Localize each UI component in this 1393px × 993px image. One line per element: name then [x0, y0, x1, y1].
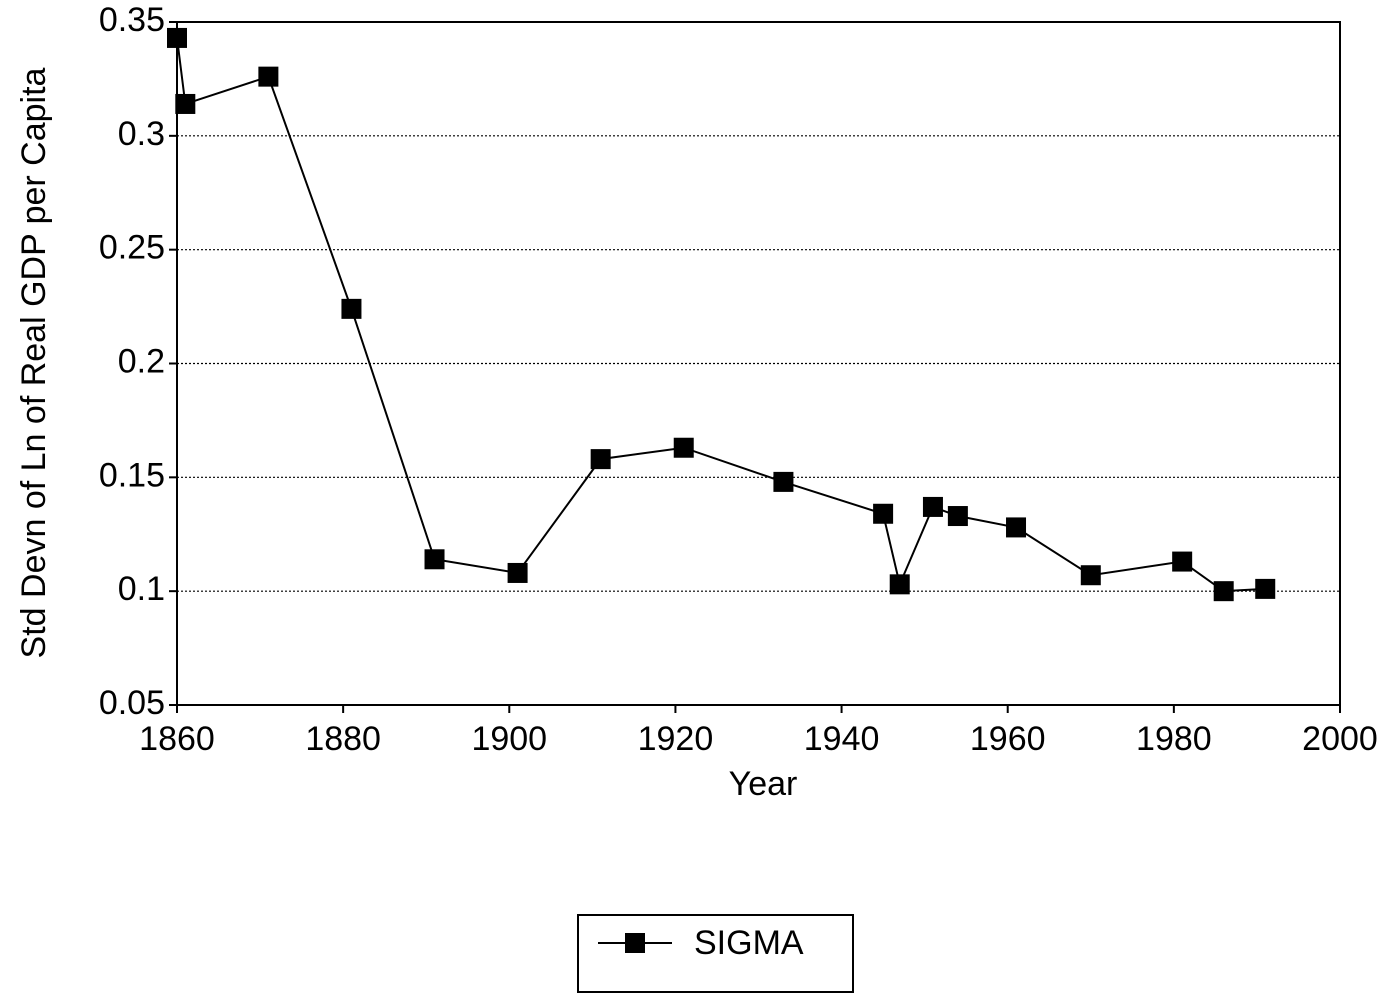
y-axis-label: Std Devn of Ln of Real GDP per Capita — [15, 67, 53, 658]
marker — [1255, 578, 1276, 599]
marker — [424, 549, 445, 570]
marker — [1006, 517, 1027, 538]
series-line — [176, 37, 1266, 593]
y-tick-label: 0.2 — [118, 342, 165, 380]
x-tick-label: 1900 — [471, 720, 547, 758]
plot-frame — [176, 21, 1341, 706]
marker — [922, 496, 943, 517]
x-tick-label: 1980 — [1136, 720, 1212, 758]
marker — [773, 471, 794, 492]
x-tick-label: 1960 — [970, 720, 1046, 758]
marker — [590, 449, 611, 470]
marker — [873, 503, 894, 524]
marker — [175, 93, 196, 114]
marker — [507, 562, 528, 583]
marker — [1080, 565, 1101, 586]
y-tick-label: 0.25 — [99, 229, 165, 267]
y-tick-label: 0.05 — [99, 684, 165, 722]
legend-box — [577, 914, 854, 993]
marker — [673, 437, 694, 458]
x-tick-label: 1940 — [804, 720, 880, 758]
x-axis-label: Year — [729, 765, 798, 803]
legend-marker — [625, 933, 645, 953]
marker — [1213, 581, 1234, 602]
y-tick-label: 0.15 — [99, 456, 165, 494]
marker — [1172, 551, 1193, 572]
marker — [341, 298, 362, 319]
legend-label: SIGMA — [694, 924, 804, 962]
y-tick-label: 0.3 — [118, 115, 165, 153]
x-tick-label: 1920 — [638, 720, 714, 758]
y-tick-label: 0.1 — [118, 570, 165, 608]
marker — [167, 27, 187, 48]
x-tick-label: 1860 — [139, 720, 215, 758]
x-tick-label: 2000 — [1302, 720, 1378, 758]
marker — [947, 506, 968, 527]
y-tick-label: 0.35 — [99, 1, 165, 39]
marker — [258, 66, 279, 87]
marker — [889, 574, 910, 595]
x-tick-label: 1880 — [305, 720, 381, 758]
